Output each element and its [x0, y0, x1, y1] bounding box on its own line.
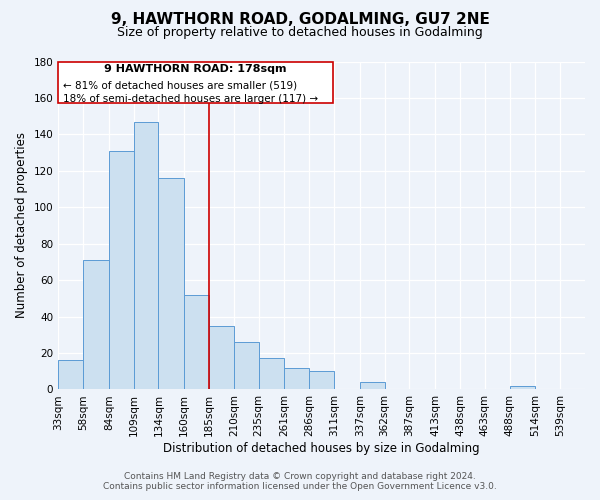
Bar	[58, 360, 83, 390]
Text: Size of property relative to detached houses in Godalming: Size of property relative to detached ho…	[117, 26, 483, 39]
Bar	[360, 382, 385, 390]
Bar	[309, 371, 334, 390]
Bar	[109, 151, 134, 390]
Bar	[184, 294, 209, 390]
Bar	[83, 260, 109, 390]
Text: ← 81% of detached houses are smaller (519): ← 81% of detached houses are smaller (51…	[63, 80, 297, 90]
Bar	[209, 326, 234, 390]
Bar	[259, 358, 284, 390]
Y-axis label: Number of detached properties: Number of detached properties	[15, 132, 28, 318]
Bar	[284, 368, 309, 390]
X-axis label: Distribution of detached houses by size in Godalming: Distribution of detached houses by size …	[163, 442, 480, 455]
Text: 9, HAWTHORN ROAD, GODALMING, GU7 2NE: 9, HAWTHORN ROAD, GODALMING, GU7 2NE	[110, 12, 490, 28]
Text: 18% of semi-detached houses are larger (117) →: 18% of semi-detached houses are larger (…	[63, 94, 318, 104]
Bar	[158, 178, 184, 390]
Text: Contains public sector information licensed under the Open Government Licence v3: Contains public sector information licen…	[103, 482, 497, 491]
Bar	[509, 386, 535, 390]
Bar	[134, 122, 158, 390]
Bar	[234, 342, 259, 390]
Text: Contains HM Land Registry data © Crown copyright and database right 2024.: Contains HM Land Registry data © Crown c…	[124, 472, 476, 481]
Text: 9 HAWTHORN ROAD: 178sqm: 9 HAWTHORN ROAD: 178sqm	[104, 64, 287, 74]
